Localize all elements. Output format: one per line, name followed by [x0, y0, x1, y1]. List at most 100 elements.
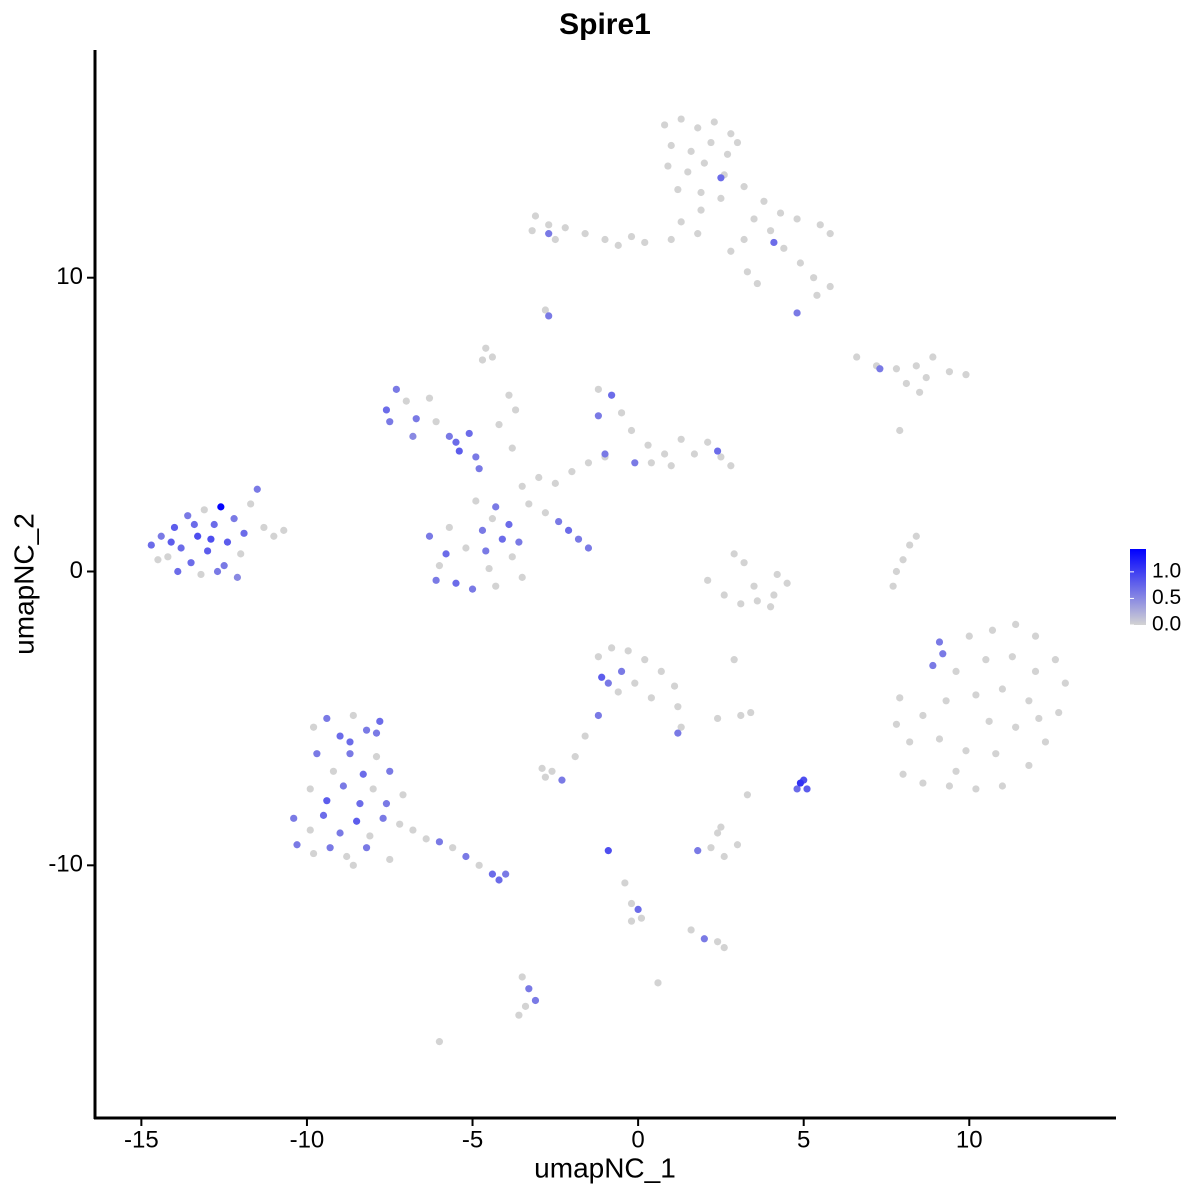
cell-point	[637, 914, 646, 922]
cell-point	[826, 282, 834, 291]
x-tick-label: 5	[797, 1126, 810, 1153]
cell-point	[694, 124, 702, 132]
cell-point	[641, 238, 649, 247]
cell-point	[713, 447, 722, 455]
cell-point	[965, 632, 973, 640]
cell-point	[237, 550, 245, 558]
cell-point	[177, 544, 185, 552]
cell-point	[644, 441, 652, 449]
cell-point	[982, 656, 990, 664]
cell-point	[213, 567, 222, 576]
cell-point	[200, 506, 208, 514]
cell-point	[654, 979, 662, 987]
cell-point	[717, 194, 725, 202]
cell-point	[432, 418, 440, 426]
cell-point	[478, 356, 487, 364]
cell-point	[518, 573, 526, 581]
cell-point	[621, 879, 629, 887]
cell-point	[896, 426, 904, 435]
cell-point	[770, 591, 778, 599]
cell-point	[372, 729, 381, 737]
cell-point	[667, 462, 675, 470]
cell-point	[853, 353, 861, 361]
cell-point	[465, 429, 473, 438]
cell-point	[399, 791, 407, 799]
cell-point	[631, 459, 639, 467]
cell-point	[488, 870, 497, 878]
cell-point	[793, 215, 801, 223]
colorbar-tick-label: 0.5	[1152, 586, 1181, 609]
cell-point	[492, 503, 500, 511]
cell-point	[740, 183, 748, 191]
cell-point	[366, 832, 374, 840]
cell-point	[670, 682, 679, 690]
cell-point	[518, 973, 526, 981]
cell-point	[892, 567, 901, 576]
cell-point	[531, 996, 540, 1005]
cell-point	[733, 138, 742, 147]
cell-point	[912, 532, 920, 540]
cell-point	[687, 926, 695, 934]
cell-point	[594, 412, 602, 420]
cell-point	[601, 450, 609, 458]
cell-point	[727, 247, 735, 255]
cell-point	[217, 503, 225, 511]
cell-point	[750, 582, 758, 590]
cell-point	[598, 673, 606, 681]
cell-point	[766, 227, 775, 235]
cell-point	[551, 235, 559, 244]
cell-point	[704, 576, 712, 584]
cell-point	[475, 465, 483, 473]
cell-point	[170, 523, 179, 532]
cell-point	[896, 694, 904, 702]
points	[147, 115, 1069, 1046]
x-tick-label: -5	[462, 1126, 483, 1153]
cell-point	[495, 876, 503, 884]
colorbar-tick-label: 0.0	[1152, 613, 1181, 636]
cell-point	[482, 547, 490, 555]
cell-point	[568, 468, 576, 476]
cell-point	[1035, 714, 1043, 723]
cell-point	[720, 943, 728, 952]
cell-point	[584, 459, 593, 467]
cell-point	[687, 147, 695, 155]
cell-point	[468, 585, 477, 593]
cell-point	[929, 661, 937, 670]
cell-point	[309, 849, 318, 858]
cell-point	[647, 694, 655, 702]
cell-point	[462, 852, 470, 861]
cell-point	[627, 917, 636, 925]
cell-point	[502, 870, 510, 878]
cell-point	[409, 432, 417, 440]
cell-point	[343, 852, 351, 861]
cell-point	[432, 576, 440, 584]
cell-point	[452, 579, 460, 587]
cell-point	[992, 750, 1000, 758]
cell-point	[309, 723, 318, 731]
cell-point	[803, 785, 811, 793]
cell-point	[945, 368, 954, 376]
cell-point	[740, 235, 748, 244]
cell-point	[766, 603, 775, 611]
cell-point	[723, 150, 732, 158]
cell-point	[594, 711, 602, 720]
cell-point	[810, 274, 818, 282]
x-tick-label: 10	[956, 1126, 983, 1153]
cell-point	[362, 726, 371, 734]
cell-point	[727, 462, 735, 470]
cell-point	[1031, 667, 1040, 676]
cell-point	[710, 118, 718, 126]
cell-point	[631, 679, 639, 687]
cell-point	[1031, 632, 1040, 640]
chart-title: Spire1	[559, 8, 651, 41]
cell-point	[197, 570, 205, 579]
cell-point	[531, 212, 540, 220]
cell-point	[608, 391, 616, 399]
cell-point	[382, 800, 391, 808]
cell-point	[435, 562, 444, 570]
cell-point	[346, 738, 354, 746]
cell-point	[998, 685, 1007, 693]
cell-point	[700, 159, 708, 167]
cell-point	[694, 847, 702, 855]
cell-point	[720, 591, 728, 599]
